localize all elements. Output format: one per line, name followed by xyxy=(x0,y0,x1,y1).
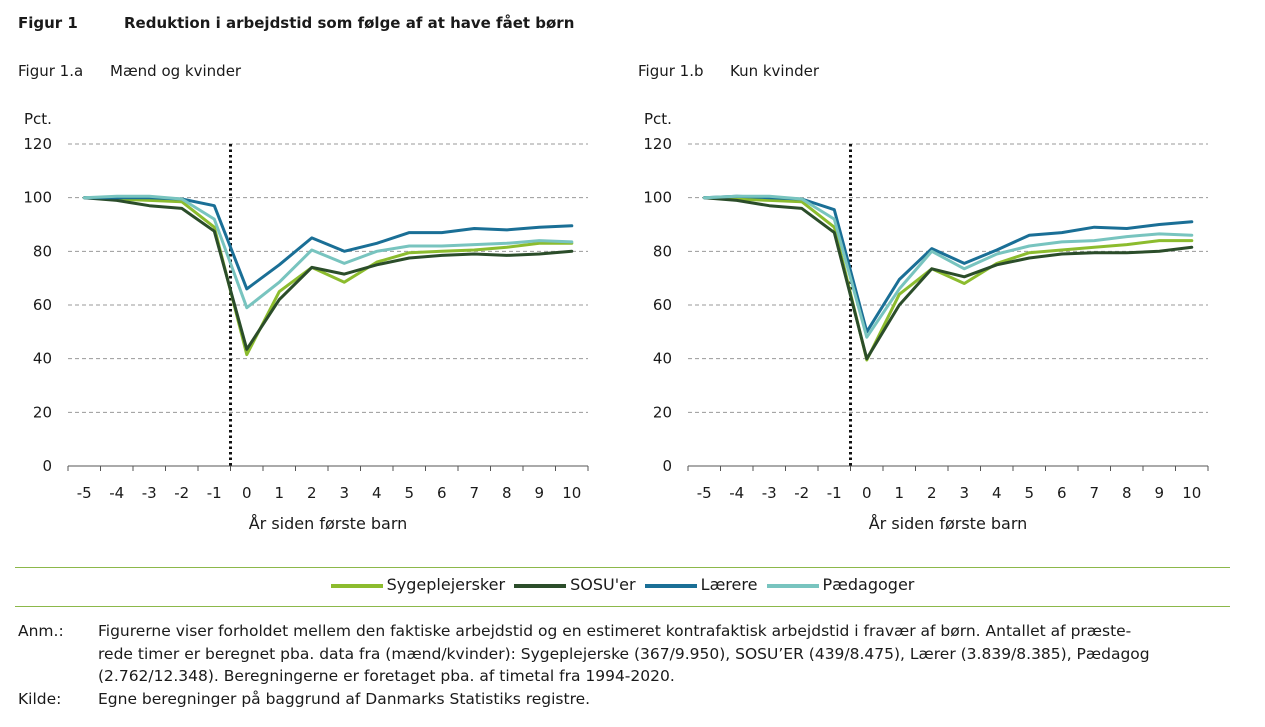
series-line-sygeplejersker xyxy=(702,196,1194,362)
y-tick-label: 100 xyxy=(23,189,52,207)
notes: Anm.: Figurerne viser forholdet mellem d… xyxy=(18,620,1233,710)
note-anm-line: (2.762/12.348). Beregningerne er foretag… xyxy=(98,667,675,685)
x-tick-label: 10 xyxy=(562,484,581,502)
x-tick-label: 6 xyxy=(437,484,447,502)
panel-a-number: Figur 1.a xyxy=(18,62,84,80)
figure-title: Reduktion i arbejdstid som følge af at h… xyxy=(124,14,575,32)
x-tick-label: 1 xyxy=(274,484,284,502)
x-tick-label: -4 xyxy=(729,484,744,502)
legend-item-sygeplejersker: Sygeplejersker xyxy=(330,575,506,594)
x-tick-label: -5 xyxy=(697,484,712,502)
legend-swatch-paedagoger xyxy=(766,583,819,588)
x-tick-label: 5 xyxy=(404,484,414,502)
x-tick-label: 10 xyxy=(1182,484,1201,502)
legend-item-paedagoger: Pædagoger xyxy=(766,575,915,594)
x-tick-label: 0 xyxy=(242,484,252,502)
x-tick-label: -3 xyxy=(142,484,157,502)
x-tick-label: -2 xyxy=(174,484,189,502)
legend-item-laerere: Lærere xyxy=(644,575,758,594)
series-line-sygeplejersker xyxy=(82,196,574,357)
x-tick-label: 4 xyxy=(992,484,1002,502)
x-tick-label: 9 xyxy=(1154,484,1164,502)
y-tick-label: 120 xyxy=(23,135,52,153)
legend: Sygeplejersker SOSU'er Lærere Pædagoger xyxy=(15,567,1230,607)
panel-a-title: Mænd og kvinder xyxy=(110,62,242,80)
y-tick-label: 80 xyxy=(33,242,52,260)
x-tick-label: 2 xyxy=(307,484,317,502)
x-tick-label: 7 xyxy=(469,484,479,502)
x-tick-label: 3 xyxy=(339,484,349,502)
series-line-pædagoger xyxy=(702,194,1194,339)
note-kilde: Kilde: Egne beregninger på baggrund af D… xyxy=(18,688,1233,711)
series-line-sosuer xyxy=(82,196,574,351)
x-tick-label: -2 xyxy=(794,484,809,502)
y-tick-label: 20 xyxy=(33,403,52,421)
legend-swatch-laerere xyxy=(644,583,697,588)
note-anm-line: Figurerne viser forholdet mellem den fak… xyxy=(98,622,1132,640)
x-tick-label: 6 xyxy=(1057,484,1067,502)
note-anm-text: Figurerne viser forholdet mellem den fak… xyxy=(98,620,1233,688)
x-tick-label: -3 xyxy=(762,484,777,502)
x-tick-label: 1 xyxy=(894,484,904,502)
chart-panel-a: Pct. 0 20 40 60 80 100 120 -5 -4 -3 -2 -1 0 1 2 3 4 5 6 7 8 9 1… xyxy=(23,110,589,533)
y-axis-label: Pct. xyxy=(24,110,52,128)
x-tick-label: -4 xyxy=(109,484,124,502)
y-tick-label: 20 xyxy=(653,403,672,421)
note-anm: Anm.: Figurerne viser forholdet mellem d… xyxy=(18,620,1233,688)
x-tick-label: 8 xyxy=(502,484,512,502)
x-tick-label: 7 xyxy=(1089,484,1099,502)
y-tick-label: 80 xyxy=(653,242,672,260)
series-line-pædagoger xyxy=(82,194,574,310)
y-tick-label: 60 xyxy=(653,296,672,314)
legend-label: SOSU'er xyxy=(570,575,636,594)
y-tick-label: 0 xyxy=(42,457,52,475)
x-tick-label: -1 xyxy=(207,484,222,502)
panel-b-title: Kun kvinder xyxy=(730,62,820,80)
panel-a-subtitle: Figur 1.a Mænd og kvinder xyxy=(18,62,241,80)
x-tick-label: 5 xyxy=(1024,484,1034,502)
legend-item-sosuer: SOSU'er xyxy=(514,575,636,594)
y-tick-label: 120 xyxy=(643,135,672,153)
legend-items: Sygeplejersker SOSU'er Lærere Pædagoger xyxy=(15,575,1230,594)
x-tick-label: 2 xyxy=(927,484,937,502)
x-tick-label: -5 xyxy=(77,484,92,502)
chart-panel-b: Pct. 0 20 40 60 80 100 120 -5 -4 -3 -2 -1 0 1 2 3 4 5 6 7 8 9 1… xyxy=(643,110,1209,533)
x-tick-label: 8 xyxy=(1122,484,1132,502)
legend-label: Sygeplejersker xyxy=(386,575,506,594)
panel-b-number: Figur 1.b xyxy=(638,62,704,80)
legend-label: Lærere xyxy=(700,575,758,594)
y-tick-label: 100 xyxy=(643,189,672,207)
y-tick-label: 40 xyxy=(33,350,52,368)
x-axis-label: År siden første barn xyxy=(869,514,1028,533)
note-anm-line: rede timer er beregnet pba. data fra (mæ… xyxy=(98,644,1150,663)
note-kilde-label: Kilde: xyxy=(18,689,62,708)
series-line-sosuer xyxy=(702,196,1194,361)
figure-number: Figur 1 xyxy=(18,14,78,32)
x-tick-label: 9 xyxy=(534,484,544,502)
y-axis-label: Pct. xyxy=(644,110,672,128)
y-tick-label: 60 xyxy=(33,296,52,314)
x-tick-label: 4 xyxy=(372,484,382,502)
note-kilde-text: Egne beregninger på baggrund af Danmarks… xyxy=(98,689,591,708)
legend-swatch-sygeplejersker xyxy=(330,583,383,588)
legend-label: Pædagoger xyxy=(822,575,915,594)
legend-swatch-sosuer xyxy=(514,583,567,588)
panel-b-subtitle: Figur 1.b Kun kvinder xyxy=(638,62,819,80)
y-tick-label: 40 xyxy=(653,350,672,368)
y-tick-label: 0 xyxy=(662,457,672,475)
figure-header: Figur 1 Reduktion i arbejdstid som følge … xyxy=(18,14,574,32)
note-anm-label: Anm.: xyxy=(18,622,64,640)
x-tick-label: 3 xyxy=(959,484,969,502)
series-line-lærere xyxy=(702,194,1194,334)
x-axis-label: År siden første barn xyxy=(249,514,408,533)
x-tick-label: 0 xyxy=(862,484,872,502)
x-tick-label: -1 xyxy=(827,484,842,502)
